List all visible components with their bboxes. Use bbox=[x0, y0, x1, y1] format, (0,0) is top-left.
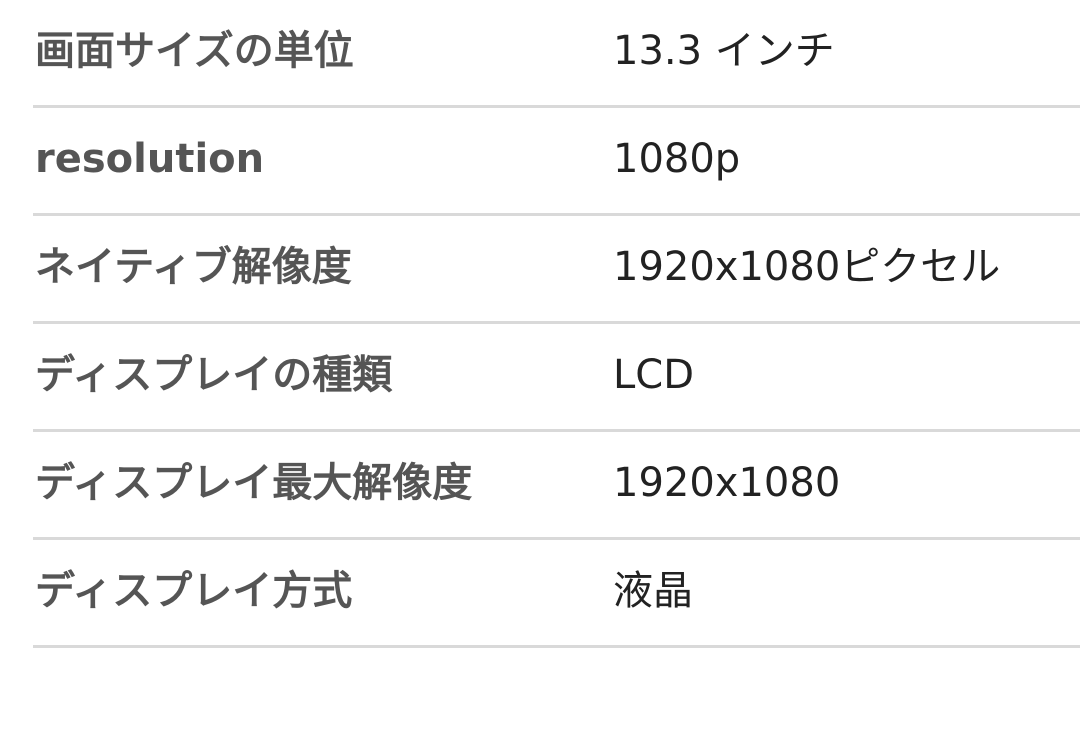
spec-value: 13.3 インチ bbox=[613, 28, 835, 74]
spec-value: 1920x1080 bbox=[613, 460, 841, 506]
spec-row-display-method: ディスプレイ方式 液晶 bbox=[33, 540, 1080, 648]
spec-label: resolution bbox=[35, 136, 265, 182]
spec-value: 1080p bbox=[613, 136, 741, 182]
spec-value: 液晶 bbox=[613, 568, 693, 614]
spec-row-resolution: resolution 1080p bbox=[33, 108, 1080, 216]
spec-label: ネイティブ解像度 bbox=[35, 244, 352, 290]
spec-table: 画面サイズの単位 13.3 インチ resolution 1080p ネイティブ… bbox=[33, 0, 1080, 648]
spec-row-native-resolution: ネイティブ解像度 1920x1080ピクセル bbox=[33, 216, 1080, 324]
spec-row-max-resolution: ディスプレイ最大解像度 1920x1080 bbox=[33, 432, 1080, 540]
spec-label: 画面サイズの単位 bbox=[35, 28, 354, 74]
spec-label: ディスプレイ最大解像度 bbox=[35, 460, 473, 506]
spec-value: LCD bbox=[613, 352, 695, 398]
spec-row-display-type: ディスプレイの種類 LCD bbox=[33, 324, 1080, 432]
spec-label: ディスプレイ方式 bbox=[35, 568, 353, 614]
spec-row-screen-size: 画面サイズの単位 13.3 インチ bbox=[33, 0, 1080, 108]
spec-label: ディスプレイの種類 bbox=[35, 352, 393, 398]
spec-value: 1920x1080ピクセル bbox=[613, 244, 1001, 290]
